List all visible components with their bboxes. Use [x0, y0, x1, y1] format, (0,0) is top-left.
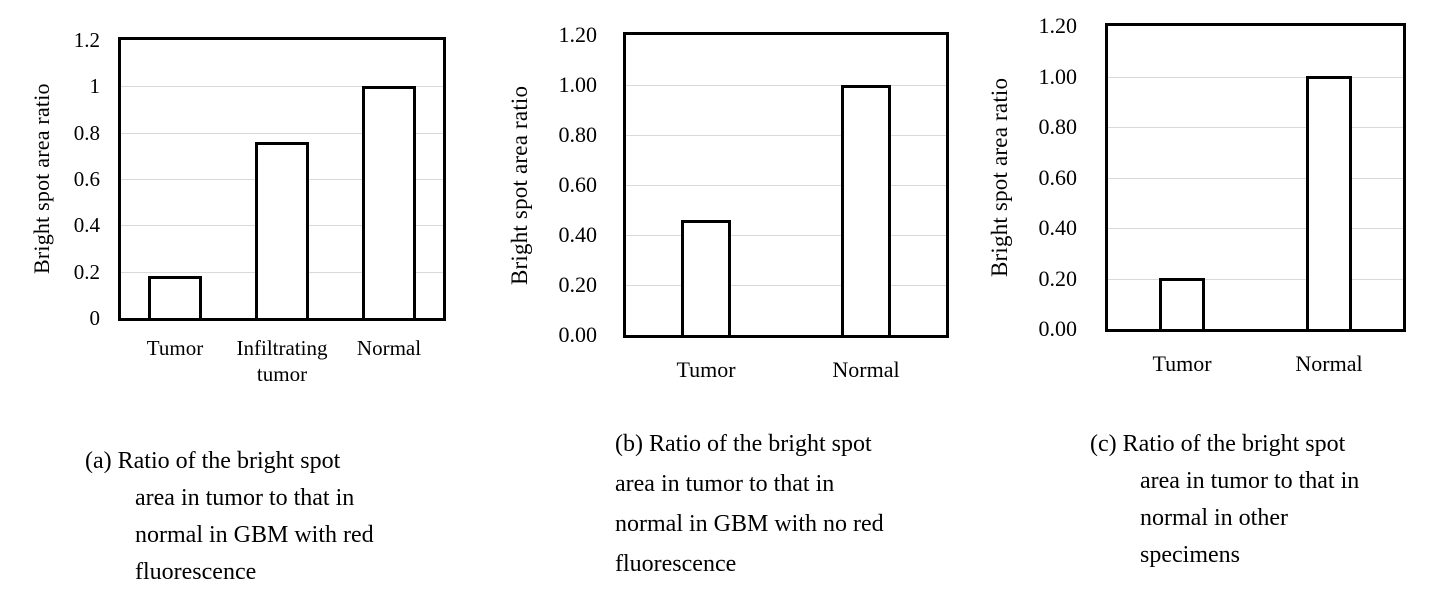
- chart-row: Bright spot area ratio 0.00 0.20 0.40 0.60 0…: [478, 23, 949, 347]
- x-axis-labels: Tumor Normal: [623, 356, 949, 390]
- y-tick-label: 0.60: [558, 172, 598, 197]
- figure-caption-c: (c) Ratio of the bright spot area in tum…: [1090, 426, 1406, 574]
- chart-row: Bright spot area ratio 0 0.2 0.4 0.6 0.8 1 1.2: [8, 28, 446, 330]
- gridline: [626, 235, 946, 236]
- y-tick-label: 0.2: [73, 260, 100, 284]
- y-tick-label: 0.00: [1038, 316, 1078, 341]
- caption-line: fluorescence: [135, 559, 257, 585]
- bar-tumor: [681, 220, 731, 335]
- y-tick-label: 1.2: [73, 28, 100, 52]
- x-axis-labels: Tumor Normal: [1105, 350, 1406, 384]
- y-tick-label: 0.80: [1038, 114, 1078, 139]
- caption-line: normal in GBM with no red: [615, 511, 884, 537]
- y-tick-label: 0.20: [1038, 266, 1078, 291]
- gridline: [121, 86, 443, 87]
- gridline: [626, 185, 946, 186]
- bar-normal: [362, 86, 416, 318]
- y-axis: 0.00 0.20 0.40 0.60 0.80 1.00 1.20: [1015, 14, 1105, 341]
- y-tick-label: 0.6: [73, 167, 100, 191]
- gridline: [1108, 279, 1403, 280]
- gridline: [626, 85, 946, 86]
- x-tick-label: Infiltrating tumor: [236, 336, 328, 387]
- y-axis-title: Bright spot area ratio: [987, 77, 1012, 278]
- x-tick-label: Tumor: [146, 336, 204, 360]
- y-axis-title: Bright spot area ratio: [29, 83, 54, 275]
- y-axis: 0 0.2 0.4 0.6 0.8 1 1.2: [56, 28, 118, 330]
- y-tick-label: 0.4: [73, 213, 100, 237]
- bar-infiltrating-tumor: [255, 142, 309, 318]
- caption-line: area in tumor to that in: [1140, 468, 1360, 494]
- gridline: [1108, 228, 1403, 229]
- y-tick-label: 0.20: [558, 272, 598, 297]
- gridline: [121, 133, 443, 134]
- y-tick-label: 1.20: [558, 22, 598, 47]
- gridline: [1108, 178, 1403, 179]
- y-tick-label: 1.20: [1038, 13, 1078, 38]
- gridline: [1108, 77, 1403, 78]
- caption-line: (a) Ratio of the bright spot: [85, 448, 341, 474]
- figure-panel-c: Bright spot area ratio 0.00 0.20 0.40 0.60 0…: [958, 14, 1406, 574]
- plot-area: [118, 37, 446, 321]
- x-tick-label: Normal: [1295, 351, 1363, 376]
- y-axis: 0.00 0.20 0.40 0.60 0.80 1.00 1.20: [535, 23, 623, 347]
- y-tick-label: 1.00: [558, 72, 598, 97]
- y-tick-label: 0.60: [1038, 165, 1078, 190]
- y-axis-title: Bright spot area ratio: [507, 85, 532, 285]
- figure-panel-b: Bright spot area ratio 0.00 0.20 0.40 0.60 0…: [478, 23, 949, 584]
- y-tick-label: 0.40: [1038, 215, 1078, 240]
- y-tick-label: 0: [89, 306, 101, 330]
- bar-normal: [841, 85, 891, 335]
- bar-normal: [1306, 76, 1352, 329]
- caption-line: normal in other: [1140, 505, 1288, 531]
- y-tick-label: 0.80: [558, 122, 598, 147]
- bar-tumor: [1159, 278, 1205, 329]
- x-tick-label: Tumor: [1152, 351, 1212, 376]
- caption-line: specimens: [1140, 542, 1240, 568]
- x-tick-label: Normal: [356, 336, 422, 360]
- caption-line: (b) Ratio of the bright spot: [615, 431, 872, 457]
- bar-tumor: [148, 276, 202, 318]
- figure-caption-a: (a) Ratio of the bright spot area in tum…: [85, 443, 446, 591]
- y-tick-label: 1.00: [1038, 64, 1078, 89]
- figure-panel-a: Bright spot area ratio 0 0.2 0.4 0.6 0.8 1 1.2…: [8, 28, 446, 591]
- caption-line: area in tumor to that in: [135, 485, 355, 511]
- figure-caption-b: (b) Ratio of the bright spot area in tum…: [615, 424, 949, 584]
- chart-row: Bright spot area ratio 0.00 0.20 0.40 0.60 0…: [958, 14, 1406, 341]
- x-axis-labels: Tumor Infiltrating tumor Normal: [118, 335, 446, 393]
- y-tick-label: 0.40: [558, 222, 598, 247]
- plot-area: [623, 32, 949, 338]
- x-tick-label: Normal: [832, 357, 900, 382]
- plot-area: [1105, 23, 1406, 332]
- gridline: [626, 285, 946, 286]
- caption-line: area in tumor to that in: [615, 471, 835, 497]
- y-tick-label: 0.00: [558, 322, 598, 347]
- caption-line: normal in GBM with red: [135, 522, 374, 548]
- y-tick-label: 1: [89, 74, 101, 98]
- gridline: [626, 135, 946, 136]
- x-tick-label: Tumor: [676, 357, 736, 382]
- caption-line: fluorescence: [615, 551, 737, 577]
- gridline: [1108, 127, 1403, 128]
- caption-line: (c) Ratio of the bright spot: [1090, 431, 1346, 457]
- y-tick-label: 0.8: [73, 121, 100, 145]
